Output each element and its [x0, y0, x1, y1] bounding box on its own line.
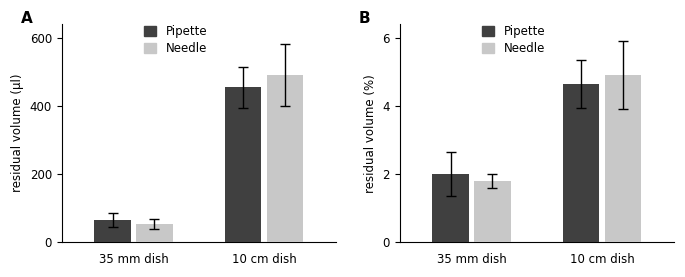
Text: A: A: [21, 11, 32, 26]
Legend: Pipette, Needle: Pipette, Needle: [482, 25, 545, 55]
Legend: Pipette, Needle: Pipette, Needle: [145, 25, 207, 55]
Bar: [563, 84, 599, 242]
Bar: [432, 174, 469, 242]
Y-axis label: residual volume (%): residual volume (%): [364, 74, 377, 193]
Bar: [136, 224, 173, 242]
Bar: [474, 181, 511, 242]
Bar: [225, 87, 262, 242]
Text: B: B: [359, 11, 371, 26]
Bar: [95, 220, 131, 242]
Y-axis label: residual volume (µl): residual volume (µl): [11, 74, 24, 193]
Bar: [266, 75, 303, 242]
Bar: [605, 75, 641, 242]
